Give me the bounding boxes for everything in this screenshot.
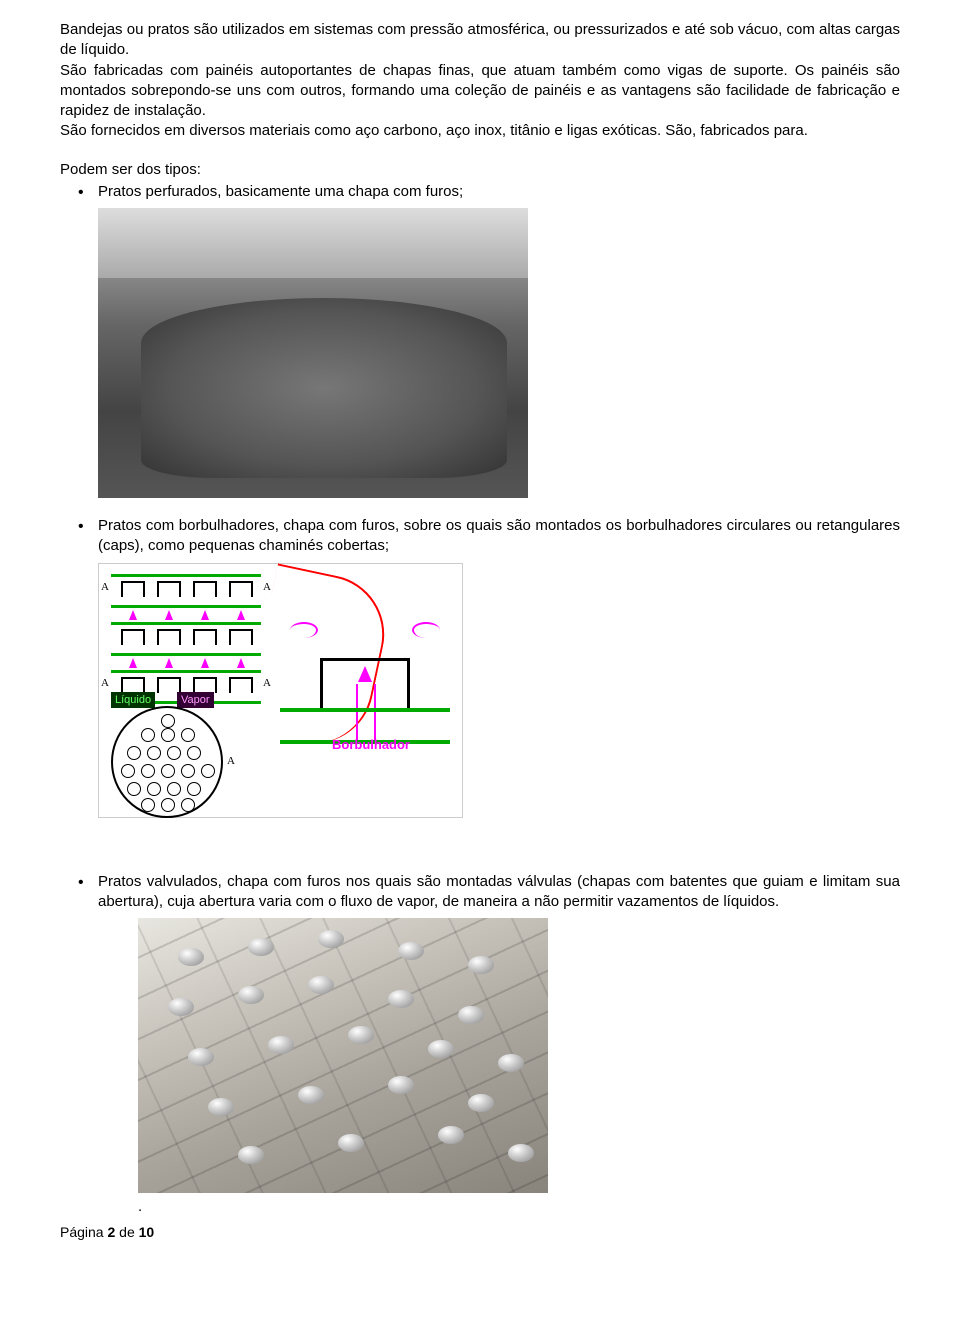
label-a: A (263, 676, 271, 691)
bullet-list-2: Pratos com borbulhadores, chapa com furo… (60, 516, 900, 557)
vapor-arrow-icon (129, 610, 137, 620)
vapor-arrow-icon (237, 658, 245, 668)
bullet-perforated: Pratos perfurados, basicamente uma chapa… (98, 182, 900, 202)
label-liquid: Líquido (111, 692, 155, 709)
label-vapor: Vapor (177, 692, 214, 709)
paragraph-1: Bandejas ou pratos são utilizados em sis… (60, 20, 900, 142)
bubbler-detail (280, 604, 450, 744)
footer-prefix: Página (60, 1224, 107, 1240)
footer-total: 10 (139, 1224, 155, 1240)
vapor-arrow-icon (201, 658, 209, 668)
figure-valved-plate (138, 918, 900, 1193)
photo-valved-plates (138, 918, 548, 1193)
label-a: A (101, 580, 109, 595)
label-borbulhador: Borbulhador (332, 736, 410, 754)
bullet-bubbler: Pratos com borbulhadores, chapa com furo… (98, 516, 900, 557)
figure-perforated-plate (98, 208, 900, 498)
footer-mid: de (115, 1224, 138, 1240)
trailing-dot: . (138, 1197, 900, 1217)
tray-row-1 (111, 574, 261, 608)
label-a: A (101, 676, 109, 691)
bullet-list-1: Pratos perfurados, basicamente uma chapa… (60, 182, 900, 202)
bullet-valved: Pratos valvulados, chapa com furos nos q… (98, 872, 900, 913)
types-intro: Podem ser dos tipos: (60, 160, 900, 180)
vapor-arrow-icon (201, 610, 209, 620)
para3-text: São fornecidos em diversos materiais com… (60, 122, 808, 139)
vapor-arrow-icon (129, 658, 137, 668)
diagram-bubbler: A A A A Líquido Vapor A Borbulhador (98, 563, 463, 818)
vapor-arrow-icon (237, 610, 245, 620)
plate-top-view (111, 706, 223, 818)
vapor-arrow-icon (165, 658, 173, 668)
tray-row-2 (111, 622, 261, 656)
photo-factory-plate (98, 208, 528, 498)
para2-text: São fabricadas com painéis autoportantes… (60, 62, 900, 120)
vapor-arrow-icon (165, 610, 173, 620)
label-a: A (227, 754, 235, 769)
bullet-list-3: Pratos valvulados, chapa com furos nos q… (60, 872, 900, 913)
page-footer: Página 2 de 10 (60, 1223, 900, 1242)
label-a: A (263, 580, 271, 595)
vapor-arrow-icon (358, 666, 372, 682)
para1-text: Bandejas ou pratos são utilizados em sis… (60, 21, 900, 58)
figure-bubbler-diagram: A A A A Líquido Vapor A Borbulhador (98, 563, 900, 818)
